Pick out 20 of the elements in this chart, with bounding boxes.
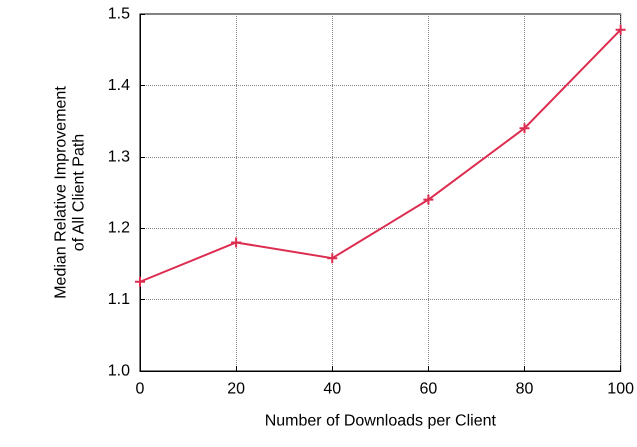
x-tick-label: 20: [227, 380, 246, 398]
y-tick-label: 1.0: [108, 362, 130, 380]
y-tick-label: 1.1: [108, 291, 130, 308]
x-tick-label: 40: [323, 380, 342, 398]
point: [520, 123, 530, 134]
point: [327, 253, 338, 264]
y-tick-label: 1.4: [108, 76, 130, 94]
point: [616, 24, 626, 35]
point: [135, 276, 145, 287]
point: [231, 237, 242, 248]
y-axis-title: Median Relative Improvement of All Client Path: [52, 86, 88, 299]
x-tick-label: 60: [419, 380, 438, 398]
x-tick-label: 100: [607, 380, 634, 398]
point: [423, 194, 434, 205]
x-tick-label: 0: [136, 380, 145, 398]
y-tick-label: 1.3: [108, 148, 130, 166]
y-tick-label: 1.2: [108, 220, 130, 237]
y-tick-label: 1.5: [108, 6, 130, 22]
x-axis-title: Number of Downloads per Client: [264, 412, 496, 430]
x-tick-label: 80: [516, 380, 534, 398]
